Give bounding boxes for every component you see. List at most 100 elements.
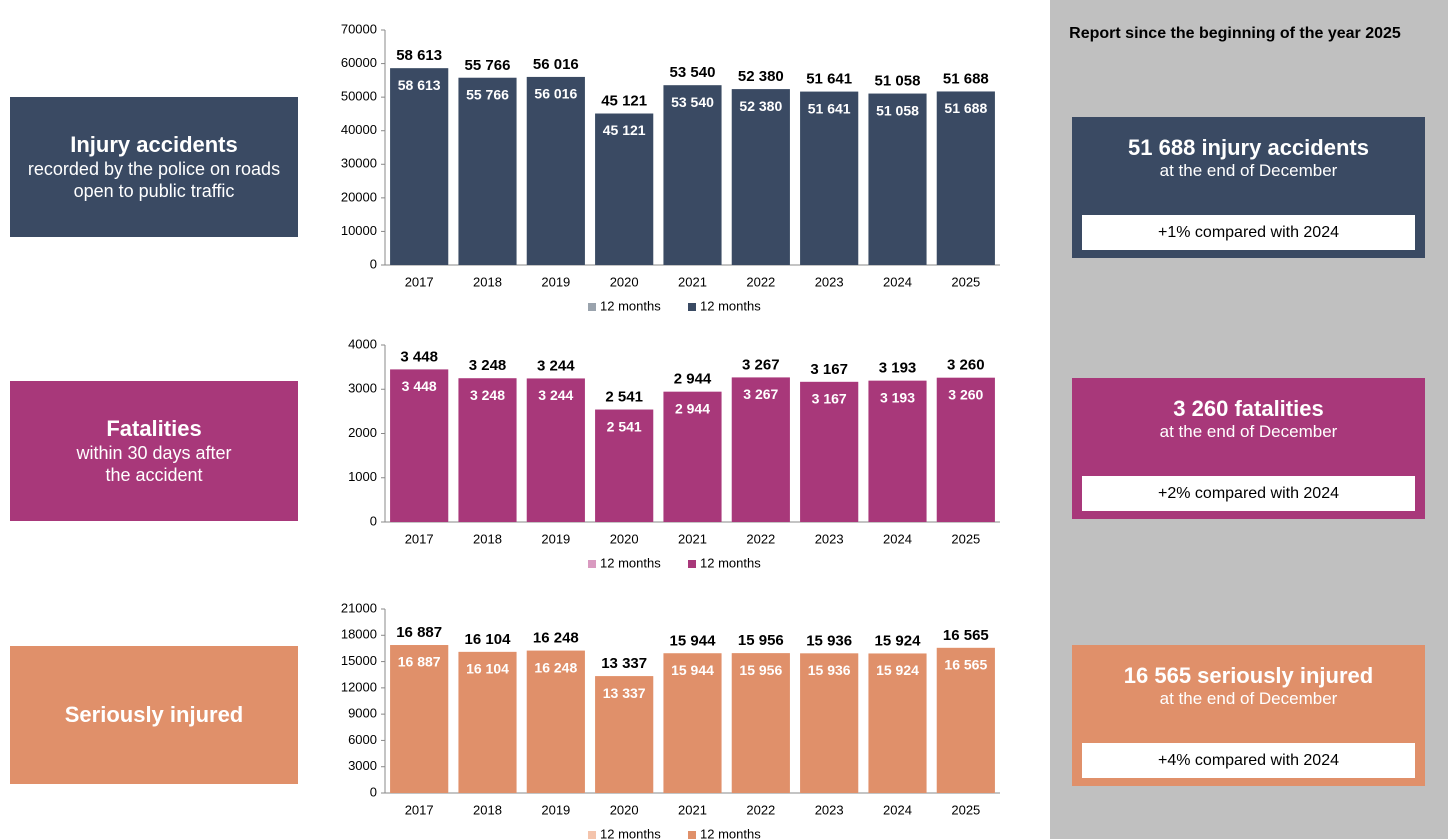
x-tick-label: 2018 [473, 531, 502, 546]
bar [936, 91, 995, 265]
bar [595, 113, 654, 265]
x-tick-label: 2017 [405, 802, 434, 817]
data-label: 3 193 [880, 389, 915, 405]
summary-headline: 3 260 fatalities [1173, 396, 1324, 421]
bar [868, 380, 927, 522]
x-tick-label: 2019 [541, 531, 570, 546]
data-label: 13 337 [603, 685, 646, 701]
x-tick-label: 2025 [951, 802, 980, 817]
label-subtitle: recorded by the police on roads open to … [27, 159, 281, 201]
data-label: 16 887 [398, 654, 441, 670]
data-label: 51 688 [944, 100, 987, 116]
data-label: 15 956 [738, 632, 784, 649]
data-label: 3 267 [742, 356, 780, 373]
bar [800, 653, 859, 793]
data-label: 3 167 [810, 361, 848, 378]
bar [526, 650, 585, 793]
y-tick-label: 18000 [341, 627, 377, 642]
data-label: 15 936 [806, 632, 852, 649]
y-tick-label: 40000 [341, 122, 377, 137]
x-tick-label: 2018 [473, 274, 502, 289]
bar [663, 653, 722, 793]
data-label: 16 887 [396, 624, 442, 641]
x-tick-label: 2019 [541, 802, 570, 817]
data-label: 3 167 [812, 391, 847, 407]
bar [731, 653, 790, 793]
legend-label: 12 months [700, 298, 761, 313]
y-tick-label: 6000 [348, 732, 377, 747]
legend-swatch [688, 831, 696, 839]
bar [731, 89, 790, 265]
x-tick-label: 2024 [883, 274, 912, 289]
summary-comparison: +2% compared with 2024 [1082, 476, 1415, 511]
legend-swatch [588, 303, 596, 311]
legend-swatch [588, 831, 596, 839]
data-label: 51 058 [876, 102, 919, 118]
y-tick-label: 10000 [341, 223, 377, 238]
summary-comparison: +4% compared with 2024 [1082, 743, 1415, 778]
data-label: 53 540 [671, 94, 714, 110]
data-label: 58 613 [398, 77, 441, 93]
x-tick-label: 2022 [746, 274, 775, 289]
data-label: 45 121 [603, 122, 646, 138]
y-tick-label: 2000 [348, 425, 377, 440]
summary-headline: 51 688 injury accidents [1128, 135, 1369, 160]
y-tick-label: 30000 [341, 156, 377, 171]
x-tick-label: 2019 [541, 274, 570, 289]
data-label: 52 380 [739, 98, 782, 114]
x-tick-label: 2023 [815, 802, 844, 817]
y-tick-label: 0 [370, 784, 377, 799]
y-tick-label: 12000 [341, 679, 377, 694]
label-box: Fatalities within 30 days after the acci… [10, 381, 298, 521]
data-label: 51 641 [806, 71, 852, 88]
bar [868, 653, 927, 793]
data-label: 15 944 [670, 632, 717, 649]
legend-label: 12 months [700, 555, 761, 570]
data-label: 3 260 [948, 386, 983, 402]
data-label: 55 766 [465, 57, 511, 74]
bar [458, 77, 517, 265]
y-tick-label: 20000 [341, 189, 377, 204]
summary-subline: at the end of December [1159, 689, 1338, 708]
bar [800, 91, 859, 265]
data-label: 2 944 [675, 400, 710, 416]
x-tick-label: 2024 [883, 531, 912, 546]
y-tick-label: 0 [370, 513, 377, 528]
data-label: 3 248 [469, 357, 507, 374]
x-tick-label: 2022 [746, 802, 775, 817]
bar [595, 409, 654, 522]
label-subtitle: within 30 days after the accident [76, 443, 232, 485]
data-label: 45 121 [601, 92, 647, 109]
label-title: Fatalities [106, 416, 202, 441]
bar [595, 676, 654, 793]
x-tick-label: 2021 [678, 802, 707, 817]
x-tick-label: 2017 [405, 531, 434, 546]
data-label: 3 244 [538, 387, 573, 403]
bar [526, 76, 585, 265]
x-tick-label: 2020 [610, 531, 639, 546]
data-label: 16 104 [466, 661, 509, 677]
data-label: 16 565 [943, 627, 989, 644]
summary-subline: at the end of December [1159, 422, 1338, 441]
bar [526, 378, 585, 522]
legend-swatch [688, 560, 696, 568]
bar [868, 93, 927, 265]
y-tick-label: 50000 [341, 89, 377, 104]
data-label: 15 924 [875, 632, 922, 649]
data-label: 51 641 [808, 100, 851, 116]
x-tick-label: 2018 [473, 802, 502, 817]
data-label: 55 766 [466, 86, 509, 102]
data-label: 15 956 [739, 662, 782, 678]
y-tick-label: 4000 [348, 336, 377, 351]
data-label: 2 541 [607, 418, 642, 434]
data-label: 15 944 [671, 662, 714, 678]
bar [458, 378, 517, 522]
data-label: 3 448 [400, 348, 438, 365]
bar [663, 85, 722, 265]
y-tick-label: 15000 [341, 653, 377, 668]
data-label: 13 337 [601, 655, 647, 672]
data-label: 16 565 [944, 657, 987, 673]
x-tick-label: 2017 [405, 274, 434, 289]
legend-swatch [588, 560, 596, 568]
